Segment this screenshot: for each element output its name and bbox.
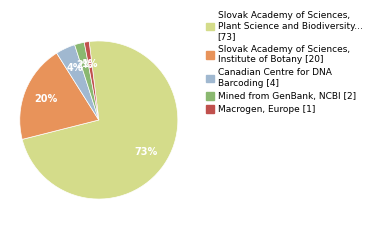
Text: 4%: 4% (66, 63, 83, 73)
Text: 73%: 73% (134, 147, 157, 157)
Wedge shape (74, 42, 99, 120)
Text: 1%: 1% (82, 59, 98, 69)
Legend: Slovak Academy of Sciences,
Plant Science and Biodiversity...
[73], Slovak Acade: Slovak Academy of Sciences, Plant Scienc… (204, 9, 364, 116)
Wedge shape (22, 41, 178, 199)
Wedge shape (20, 53, 99, 139)
Text: 20%: 20% (34, 94, 58, 104)
Text: 2%: 2% (77, 60, 93, 70)
Wedge shape (84, 42, 99, 120)
Wedge shape (57, 45, 99, 120)
